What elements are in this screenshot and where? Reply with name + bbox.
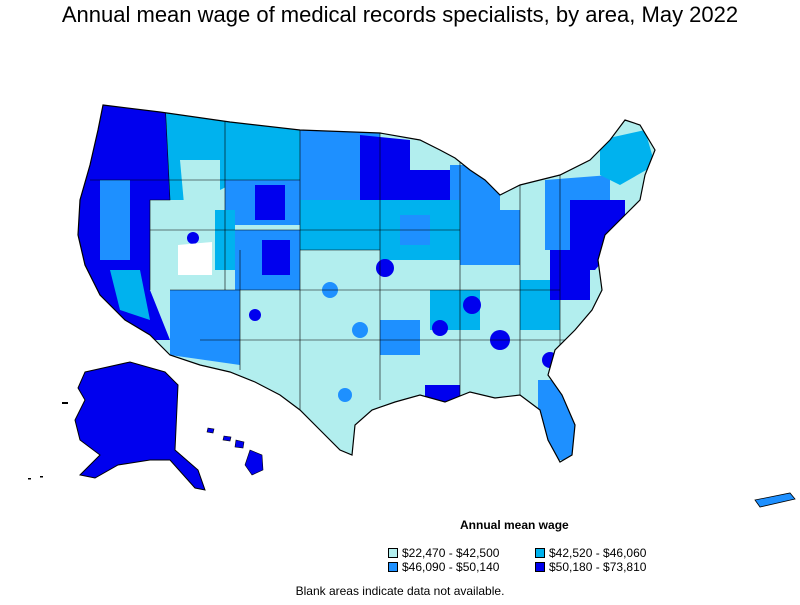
legend-label-4: $50,180 - $73,810 [549, 560, 647, 574]
legend-item-4: $50,180 - $73,810 [535, 560, 646, 574]
puerto-rico [754, 492, 796, 508]
map-title: Annual mean wage of medical records spec… [61, 2, 739, 27]
legend-swatch-1 [388, 548, 398, 558]
footnote: Blank areas indicate data not available. [295, 584, 505, 598]
hawaii [206, 427, 264, 476]
legend-label-2: $42,520 - $46,060 [549, 546, 647, 560]
area-borders [90, 105, 580, 410]
legend-label-1: $22,470 - $42,500 [402, 546, 500, 560]
legend-swatch-2 [535, 548, 545, 558]
alaska [74, 361, 206, 491]
legend-title: Annual mean wage [460, 518, 569, 532]
legend-label-3: $46,090 - $50,140 [402, 560, 500, 574]
us-outline [77, 104, 656, 463]
legend-item-2: $42,520 - $46,060 [535, 546, 646, 560]
legend-swatch-3 [388, 562, 398, 572]
legend-swatch-4 [535, 562, 545, 572]
legend-item-1: $22,470 - $42,500 [388, 546, 499, 560]
aleutian-islands [28, 402, 68, 480]
legend-item-3: $46,090 - $50,140 [388, 560, 499, 574]
